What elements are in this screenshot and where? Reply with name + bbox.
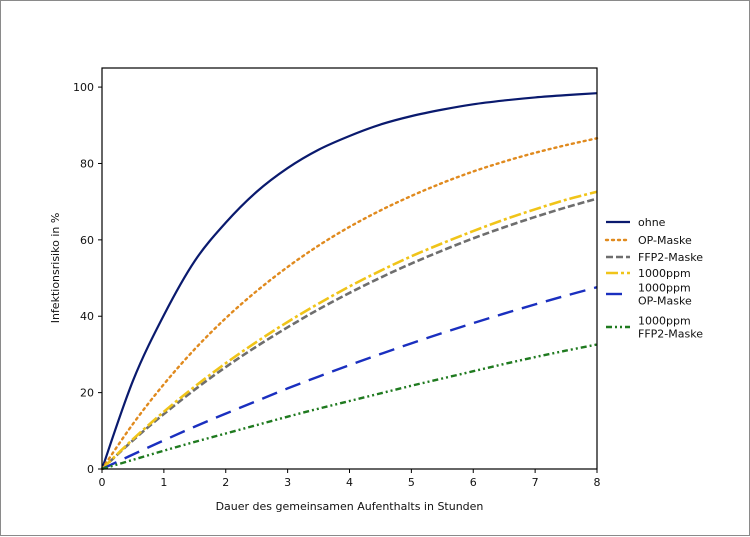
- x-tick-label: 7: [532, 476, 539, 489]
- legend-label-5: 1000ppm OP-Maske: [638, 282, 692, 308]
- x-tick-label: 0: [99, 476, 106, 489]
- x-tick-label: 4: [346, 476, 353, 489]
- x-tick-label: 8: [594, 476, 601, 489]
- x-tick-label: 6: [470, 476, 477, 489]
- series-layer: [100, 92, 599, 471]
- y-tick-label: 80: [80, 157, 94, 170]
- x-axis-label: Dauer des gemeinsamen Aufenthalts in Stu…: [216, 500, 484, 513]
- series-line-2: [100, 137, 599, 471]
- x-tick-label: 1: [160, 476, 167, 489]
- x-tick-label: 5: [408, 476, 415, 489]
- y-tick-label: 40: [80, 310, 94, 323]
- y-tick-label: 0: [87, 463, 94, 476]
- y-tick-label: 60: [80, 234, 94, 247]
- x-tick-label: 3: [284, 476, 291, 489]
- legend-label-1: ohne: [638, 216, 666, 229]
- y-axis-label: Infektionsrisiko in %: [49, 213, 62, 324]
- series-line-5: [101, 286, 598, 471]
- series-line-6: [101, 343, 598, 471]
- legend-label-4: 1000ppm: [638, 267, 691, 280]
- legend: ohne OP-Maske FFP2-Maske 1000ppm 1000ppm OP-M…: [604, 216, 703, 341]
- y-tick-label: 20: [80, 387, 94, 400]
- series-line-4: [101, 190, 598, 470]
- series-line-1: [100, 92, 598, 470]
- legend-label-3: FFP2-Maske: [638, 251, 703, 264]
- x-tick-label: 2: [222, 476, 229, 489]
- series-line-3: [101, 197, 598, 470]
- plot-area-frame: [101, 67, 598, 470]
- legend-label-6: 1000ppm FFP2-Maske: [638, 315, 703, 341]
- y-tick-label: 100: [73, 81, 94, 94]
- legend-label-2: OP-Maske: [638, 234, 692, 247]
